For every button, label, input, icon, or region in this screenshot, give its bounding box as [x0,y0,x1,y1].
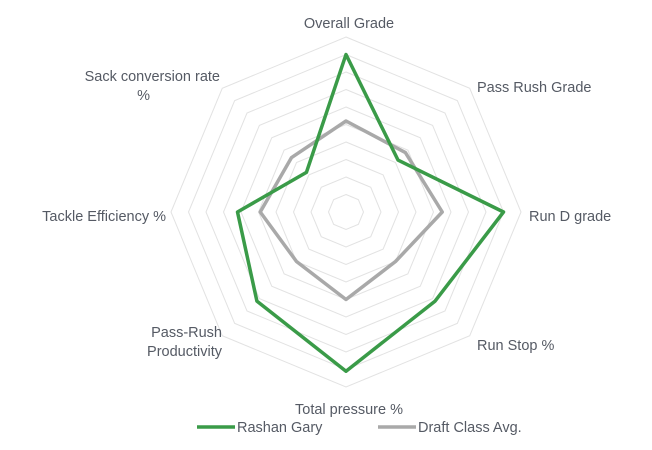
grid-ring [222,88,470,336]
axis-label-total-pressure: Total pressure % [295,402,403,418]
legend: Rashan Gary Draft Class Avg. [197,420,522,436]
radar-series-layer [235,52,506,373]
axis-label-tackle-efficiency: Tackle Efficiency % [42,209,166,225]
grid-ring [292,158,400,266]
axis-label-overall-grade: Overall Grade [304,16,394,32]
grid-ring [205,71,487,353]
axis-labels: Overall Grade Pass Rush Grade Run D grade R… [42,16,611,418]
legend-label-draft-class-avg: Draft Class Avg. [418,420,522,436]
series-line-draft-class-avg [258,119,444,302]
axis-label-run-d-grade: Run D grade [529,209,611,225]
grid-ring [240,106,452,318]
axis-label-pass-rush-grade: Pass Rush Grade [477,80,591,96]
series-line-rashan-gary [235,52,506,373]
grid-ring [310,176,382,248]
grid-ring [327,193,365,231]
axis-label-sack-conversion-rate: Sack conversion rate% [85,69,220,104]
grid-ring [275,141,417,283]
axis-label-run-stop: Run Stop % [477,338,554,354]
grid-ring [170,36,522,388]
grid-ring [257,123,435,301]
radar-grid [170,36,522,388]
legend-label-rashan-gary: Rashan Gary [237,420,323,436]
axis-label-pass-rush-productivity: Pass-Rush Productivity [147,325,223,360]
